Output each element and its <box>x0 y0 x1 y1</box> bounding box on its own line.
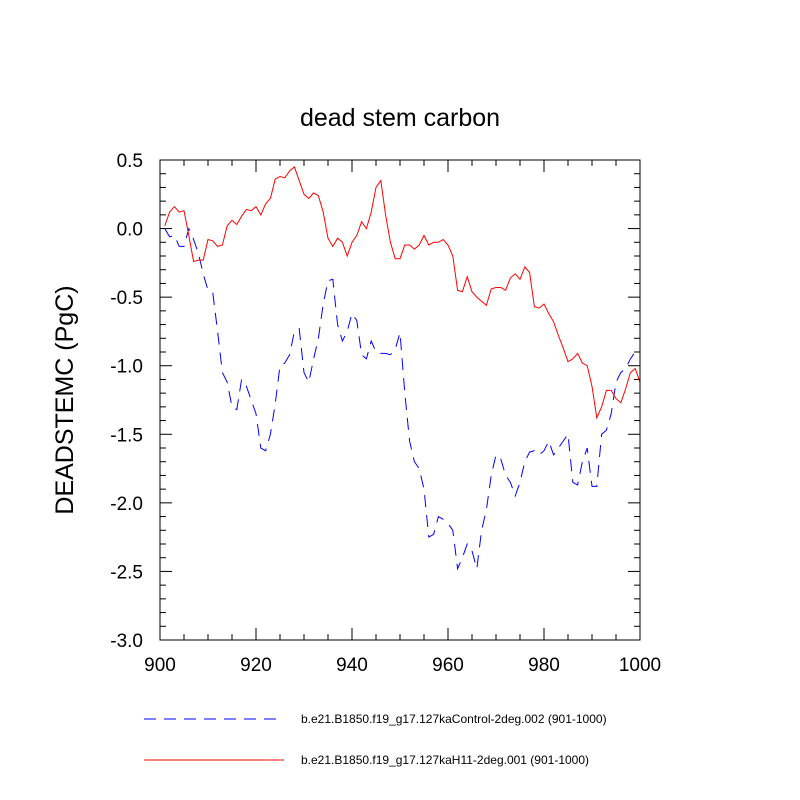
y-tick-label: -1.0 <box>110 357 143 378</box>
y-tick-label: -2.0 <box>110 494 143 515</box>
y-tick-label: -0.5 <box>110 288 143 309</box>
series-line-1 <box>164 227 640 571</box>
x-tick-label: 960 <box>432 655 464 676</box>
y-tick-label: 0.0 <box>117 220 143 241</box>
data-series <box>164 166 641 571</box>
y-tick-label: -2.5 <box>110 562 143 583</box>
axis-ticks <box>159 159 641 641</box>
legend: b.e21.B1850.f19_g17.127kaControl-2deg.00… <box>144 712 607 767</box>
x-tick-label: 940 <box>336 655 368 676</box>
x-tick-label: 980 <box>528 655 560 676</box>
x-tick-label: 920 <box>240 655 272 676</box>
legend-label-2: b.e21.B1850.f19_g17.127kaH11-2deg.001 (9… <box>301 753 589 767</box>
chart-title: dead stem carbon <box>300 104 500 132</box>
y-tick-label: 0.5 <box>117 151 143 172</box>
y-tick-label: -1.5 <box>110 425 143 446</box>
legend-label-1: b.e21.B1850.f19_g17.127kaControl-2deg.00… <box>301 712 607 726</box>
plot-area-frame <box>159 159 641 641</box>
y-tick-label: -3.0 <box>110 631 143 652</box>
series-line-2 <box>164 166 641 420</box>
y-axis-label: DEADSTEMC (PgC) <box>51 285 79 514</box>
x-tick-label: 900 <box>144 655 176 676</box>
x-tick-label: 1000 <box>619 655 661 676</box>
